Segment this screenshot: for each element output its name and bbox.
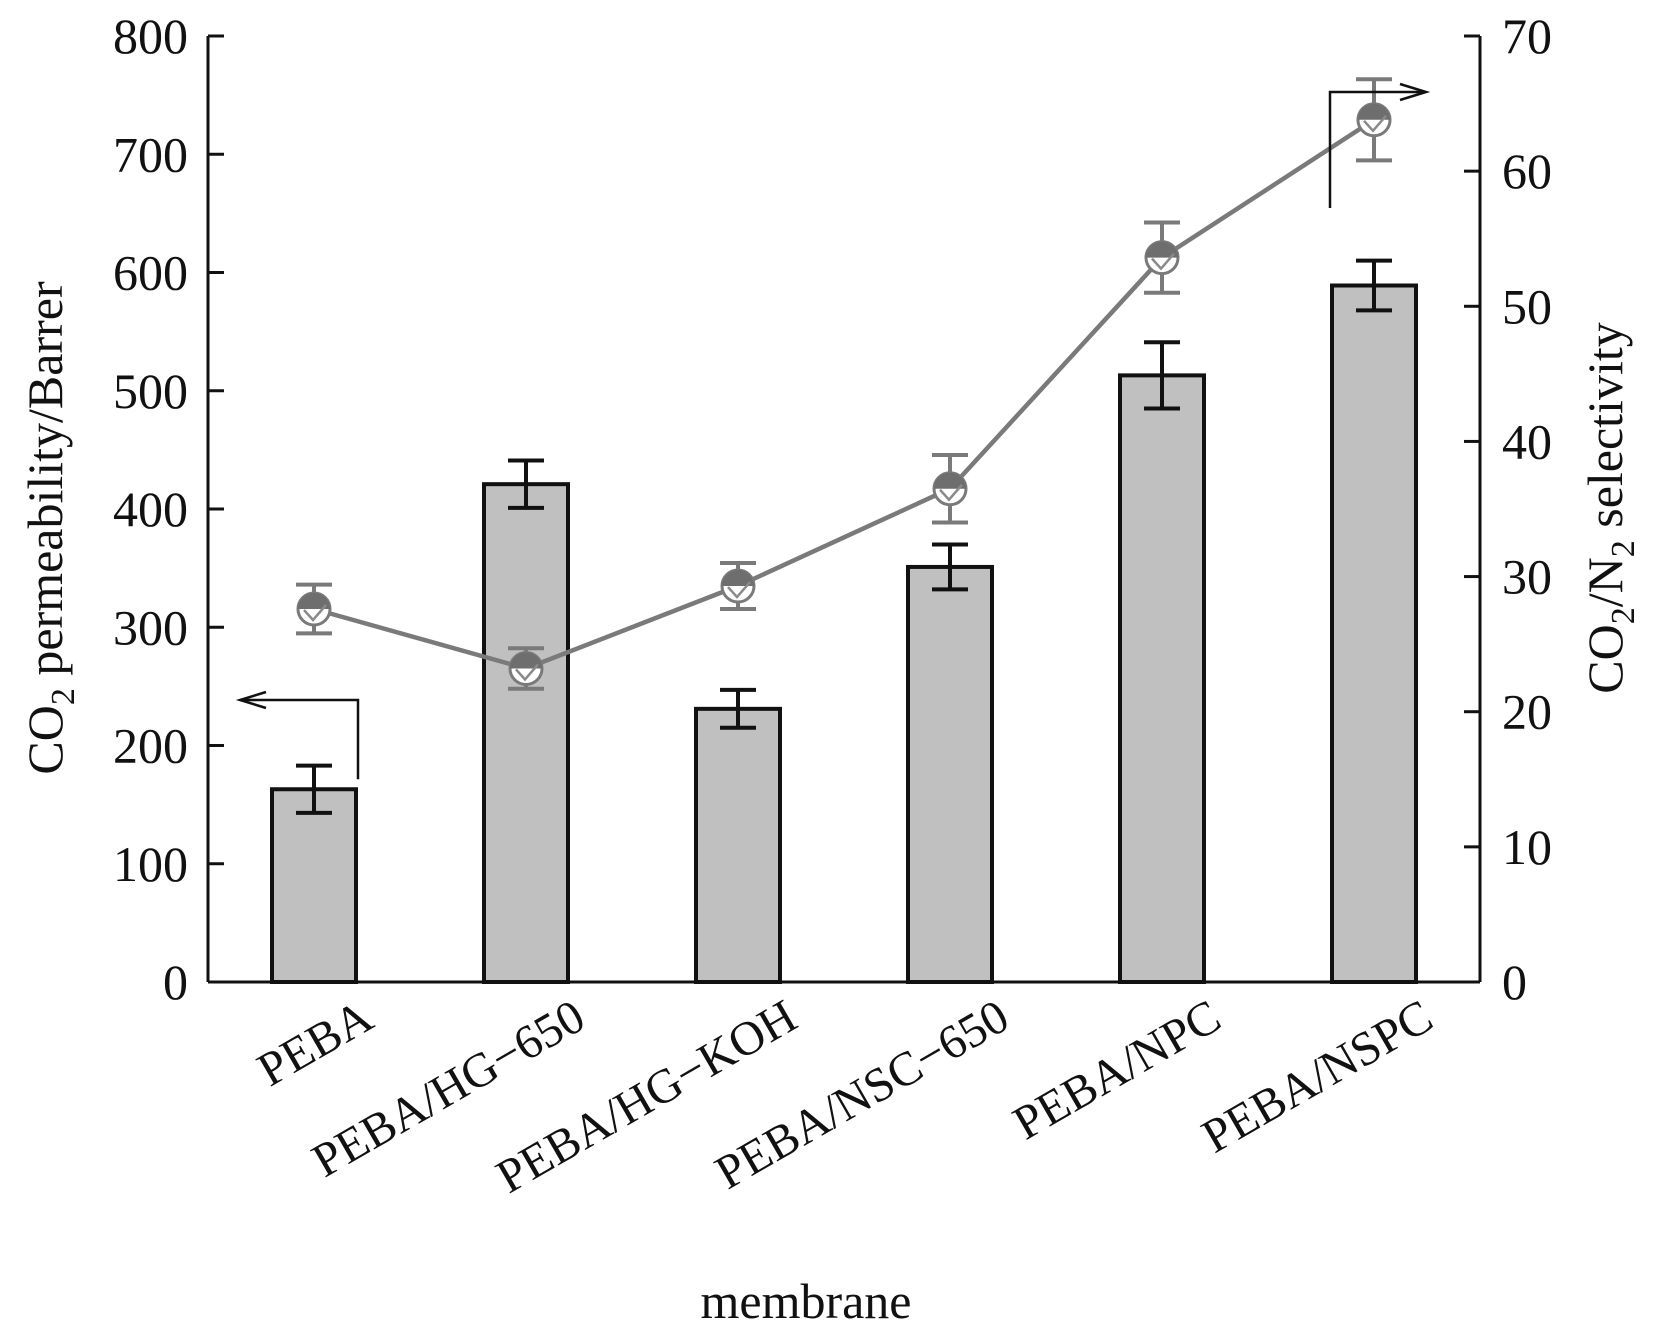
bar-error-bar [1144, 340, 1180, 411]
y-axis-title-left-subscript: 2 [45, 688, 82, 705]
y-tick-label-right: 70 [1502, 8, 1552, 64]
marker-check [515, 663, 539, 682]
bar [1118, 373, 1206, 984]
marker-fill [1358, 103, 1390, 120]
data-point [508, 650, 544, 686]
y-tick-label-right: 30 [1502, 549, 1552, 605]
marker-fill [1146, 241, 1178, 258]
data-point [720, 568, 756, 604]
y-axis-title-right-part: selectivity [1577, 322, 1633, 540]
left-axis-arrow [240, 698, 360, 780]
marker-check [303, 604, 327, 622]
y-tick-label-right: 40 [1502, 413, 1552, 469]
y-tick-label-left: 700 [113, 126, 188, 182]
data-point [1356, 102, 1392, 138]
y-axis-title-right: CO2/N2 selectivity [1577, 322, 1642, 693]
bar [1330, 283, 1418, 984]
marker-fill [298, 593, 330, 610]
marker-fill [510, 652, 542, 669]
bar-error-bar [296, 763, 332, 815]
right-axis-arrowhead [1399, 82, 1431, 102]
y-tick-label-left: 400 [113, 481, 188, 537]
bar [270, 787, 358, 984]
x-tick-label: PEBA/NPC [1004, 990, 1229, 1151]
marker-check [939, 483, 963, 502]
marker-fill [934, 472, 966, 489]
y-tick-label-right: 50 [1502, 278, 1552, 334]
data-point [296, 591, 332, 627]
bar-series [270, 283, 1418, 985]
y-axis-title-right-part: /N [1577, 557, 1633, 607]
y-tick-label-left: 800 [113, 8, 188, 64]
marker-fill [722, 570, 754, 587]
bar [906, 564, 994, 984]
x-tick-label: PEBA [249, 989, 382, 1096]
y-tick-label-left: 300 [113, 599, 188, 655]
y-axis-title-right-subscript: 2 [1605, 540, 1642, 557]
bar [694, 706, 782, 985]
right-axis-arrow [1328, 90, 1426, 208]
x-tick-label: PEBA/NSPC [1193, 990, 1441, 1164]
y-tick-label-left: 100 [113, 836, 188, 892]
y-tick-label-right: 60 [1502, 143, 1552, 199]
data-point [1144, 240, 1180, 276]
y-tick-label-right: 0 [1502, 954, 1527, 1010]
y-axis-title-left: CO2 permeability/Barrer [17, 281, 82, 775]
y-tick-label-right: 20 [1502, 684, 1552, 740]
marker-check [1363, 114, 1387, 133]
bar-error-bar [720, 687, 756, 730]
selectivity-line [313, 117, 1376, 671]
annotations [235, 82, 1431, 780]
bar [482, 482, 570, 984]
y-tick-label-left: 500 [113, 363, 188, 419]
y-axis-title-left-part: CO [17, 705, 73, 774]
y-tick-label-left: 200 [113, 718, 188, 774]
marker-check [727, 581, 751, 599]
selectivity-series [296, 77, 1392, 691]
y-tick-label-right: 10 [1502, 819, 1552, 875]
data-point [932, 471, 968, 507]
bar-error-bar [932, 542, 968, 592]
x-axis-title: membrane [700, 1273, 911, 1329]
y-axis-title-left-part: permeability/Barrer [17, 281, 73, 688]
y-tick-label-left: 600 [113, 245, 188, 301]
bar-error-bar [508, 458, 544, 510]
left-axis-arrowhead [235, 690, 267, 710]
bar-error-bar [1356, 258, 1392, 313]
y-axis-title-right-part: CO [1577, 624, 1633, 693]
marker-check [1151, 252, 1175, 271]
y-tick-label-left: 0 [163, 954, 188, 1010]
bar-error-bars [296, 258, 1392, 815]
y-axis-title-right-subscript: 2 [1605, 607, 1642, 624]
